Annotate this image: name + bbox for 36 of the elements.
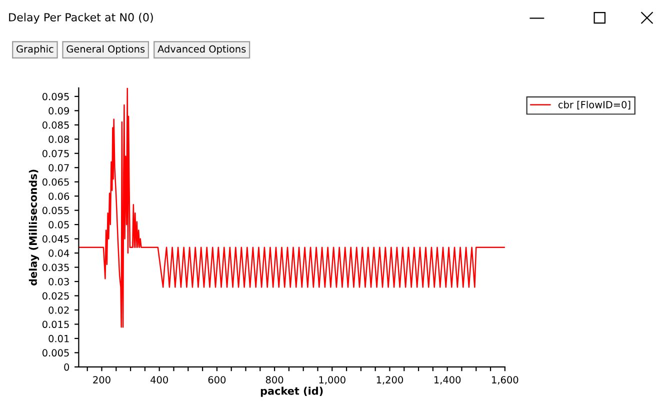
y-tick-label: 0.02 xyxy=(48,306,69,314)
y-tick-label: 0.01 xyxy=(48,334,69,342)
chart-title: Delay Per Packet at N0 (0) xyxy=(9,12,153,24)
y-tick-label: 0.03 xyxy=(48,278,69,286)
x-tick-label: 200 xyxy=(93,376,110,384)
x-tick-label: 600 xyxy=(208,376,226,384)
y-tick-label: 0.005 xyxy=(42,349,69,357)
x-tick-label: 1,200 xyxy=(376,376,403,384)
y-axis-title: delay (Milliseconds) xyxy=(28,170,40,286)
y-tick-label: 0.04 xyxy=(48,250,70,257)
x-axis-title: packet (id) xyxy=(260,386,323,397)
text: General Options xyxy=(66,45,145,55)
y-tick-label: 0.065 xyxy=(42,178,69,186)
y-tick-label: 0.035 xyxy=(42,264,69,272)
legend-label: cbr [FlowID=0] xyxy=(558,100,630,110)
y-tick-label: 0.07 xyxy=(48,164,69,172)
x-tick-label: 1,600 xyxy=(492,376,518,384)
y-tick-label: 0.095 xyxy=(42,92,69,100)
text: Graphic xyxy=(16,45,54,55)
y-tick-label: 0.08 xyxy=(48,136,70,143)
line-series xyxy=(78,88,505,328)
y-tick-label: 0.085 xyxy=(42,121,69,129)
x-tick-label: 1,000 xyxy=(319,376,346,384)
y-tick-label: 0.09 xyxy=(48,107,69,114)
text: Advanced Options xyxy=(158,45,246,55)
y-tick-label: 0.015 xyxy=(42,320,69,328)
y-tick-label: 0.05 xyxy=(48,221,69,228)
x-tick-label: 400 xyxy=(150,376,168,384)
y-tick-label: 0.055 xyxy=(42,206,69,214)
y-tick-label: 0.045 xyxy=(42,235,69,243)
y-tick-label: 0.025 xyxy=(42,292,69,300)
y-tick-label: 0 xyxy=(64,363,70,371)
x-tick-label: 800 xyxy=(266,376,284,384)
y-tick-label: 0.075 xyxy=(42,150,69,158)
y-tick-label: 0.06 xyxy=(48,192,70,200)
x-tick-label: 1,400 xyxy=(434,376,461,384)
